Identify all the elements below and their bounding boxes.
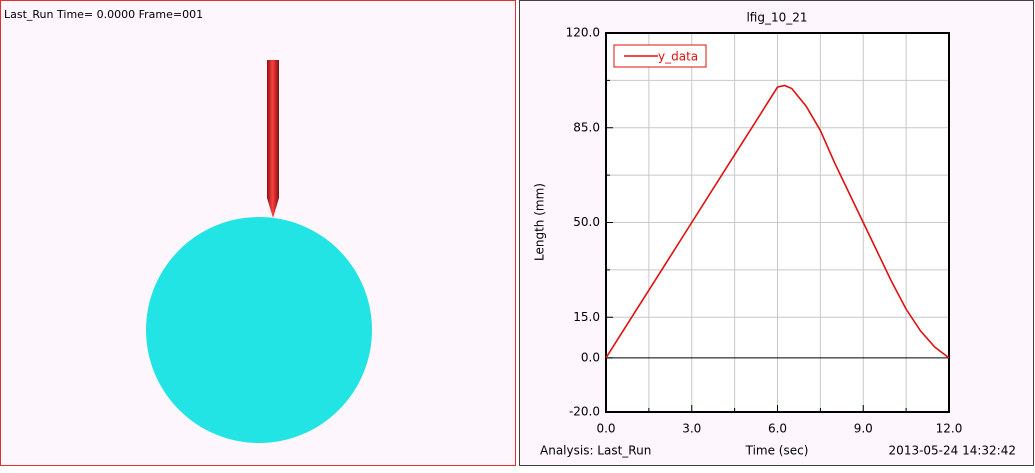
plot-frame <box>605 32 950 413</box>
x-tick-label: 3.0 <box>682 422 701 436</box>
x-tick-label: 9.0 <box>854 422 873 436</box>
footer-right: 2013-05-24 14:32:42 <box>889 444 1016 458</box>
chart-title: lfig_10_21 <box>746 11 807 25</box>
y-tick-label: 85.0 <box>573 120 600 134</box>
y-axis-label: Length (mm) <box>533 183 547 261</box>
y-tick-label: 0.0 <box>581 350 600 364</box>
x-tick-label: 6.0 <box>768 422 787 436</box>
x-tick-label: 12.0 <box>936 422 963 436</box>
pin <box>267 60 279 218</box>
y-tick-label: -20.0 <box>569 405 600 419</box>
y-tick-label: 120.0 <box>566 26 600 40</box>
x-axis-label: Time (sec) <box>745 444 809 458</box>
footer-left: Analysis: Last_Run <box>540 444 651 458</box>
x-tick-label: 0.0 <box>596 422 615 436</box>
ball <box>146 217 372 443</box>
legend-label: y_data <box>658 50 698 64</box>
viewport-status: Last_Run Time= 0.0000 Frame=001 <box>4 8 203 21</box>
data-line <box>605 84 950 359</box>
y-tick-label: 50.0 <box>573 215 600 229</box>
y-tick-label: 15.0 <box>573 310 600 324</box>
legend-box <box>613 44 707 68</box>
